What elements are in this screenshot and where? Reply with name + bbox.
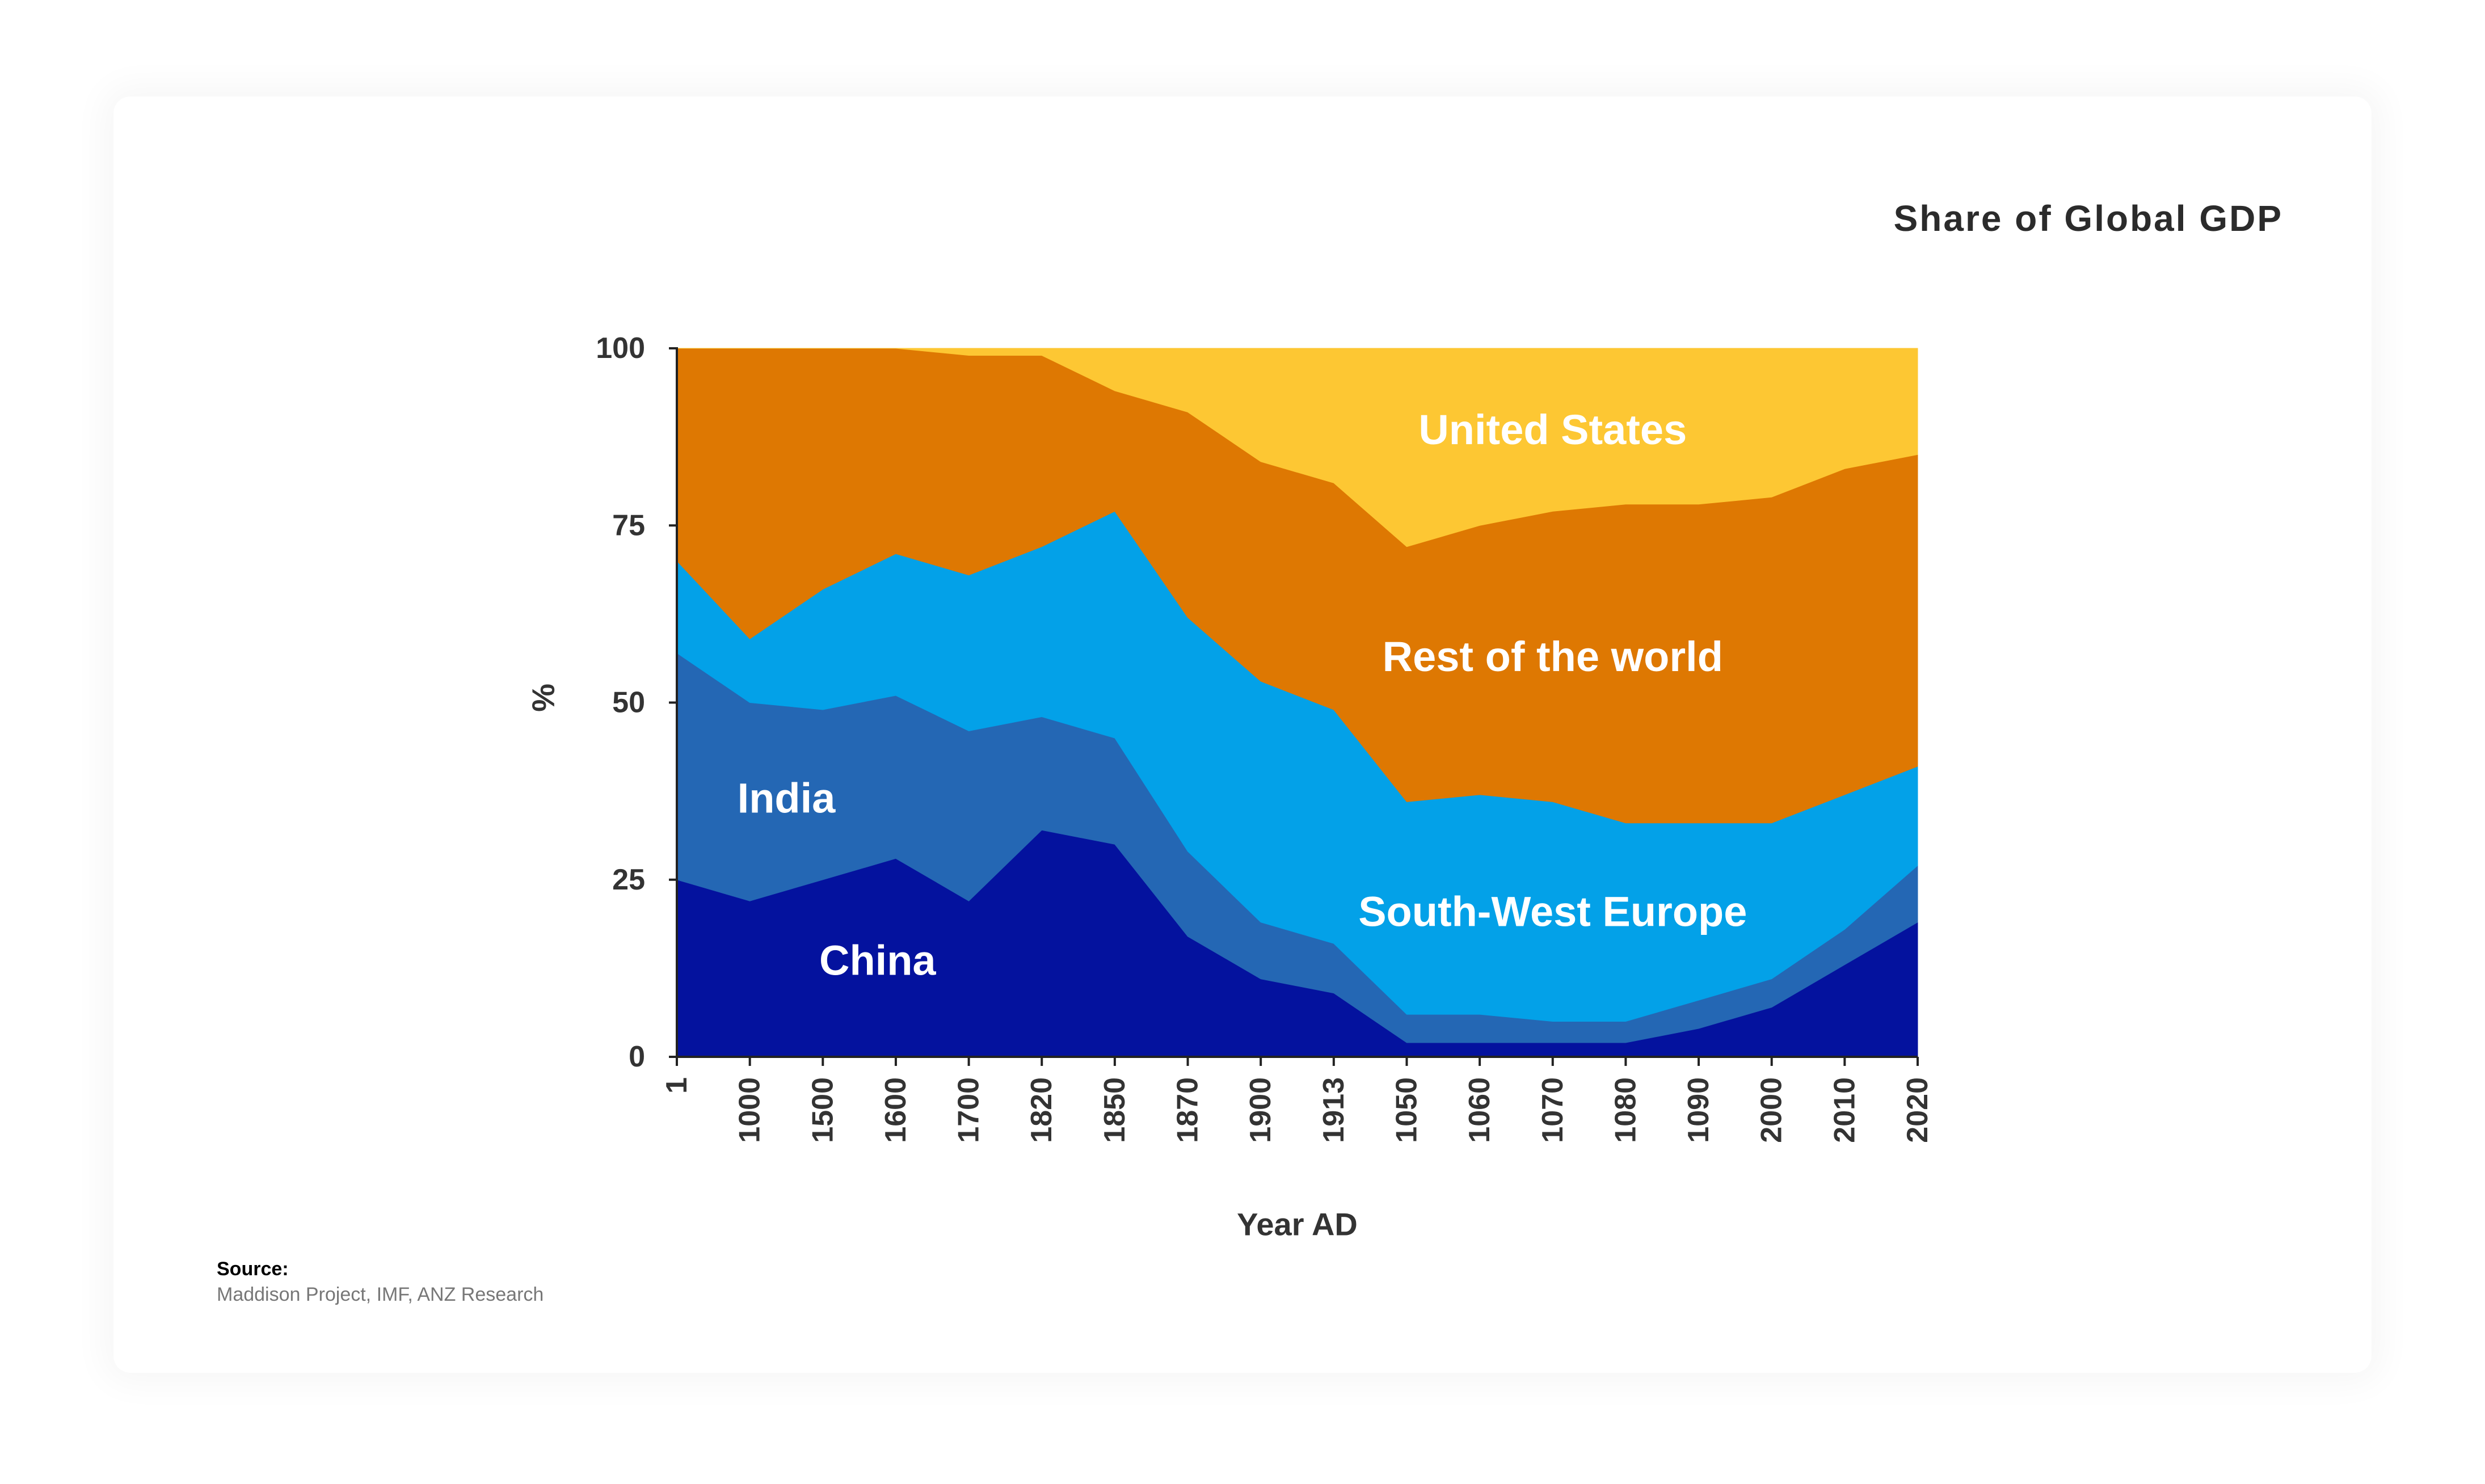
x-tick-label: 1000 (734, 1077, 766, 1143)
source-heading: Source: (217, 1258, 289, 1280)
x-tick-label: 1913 (1317, 1077, 1350, 1143)
area-united-states (677, 348, 1918, 547)
source-note: Source: Maddison Project, IMF, ANZ Resea… (217, 1258, 544, 1306)
y-axis-title: % (526, 684, 562, 712)
x-tick-label: 1080 (1609, 1077, 1642, 1143)
x-tick-label: 1090 (1682, 1077, 1715, 1143)
y-tick-label: 25 (612, 863, 645, 896)
x-tick-label: 1600 (879, 1077, 912, 1143)
x-tick-label: 1870 (1172, 1077, 1204, 1143)
x-tick-label: 1050 (1391, 1077, 1423, 1143)
series-label-rest-of-the-world: Rest of the world (1383, 633, 1723, 680)
source-text: Maddison Project, IMF, ANZ Research (217, 1284, 544, 1305)
chart-title: Share of Global GDP (1893, 198, 2283, 239)
x-tick-label: 1820 (1025, 1077, 1058, 1143)
x-tick-label: 1500 (806, 1077, 839, 1143)
x-axis-title: Year AD (1237, 1207, 1358, 1242)
y-tick-label: 75 (612, 509, 645, 542)
x-tick-label: 1060 (1463, 1077, 1496, 1143)
series-label-india: India (738, 775, 836, 822)
x-tick-label: 2010 (1828, 1077, 1861, 1143)
x-tick-label: 1070 (1536, 1077, 1569, 1143)
x-tick-label: 1700 (953, 1077, 985, 1143)
y-tick-label: 50 (612, 686, 645, 719)
series-label-united-states: United States (1418, 406, 1687, 453)
y-tick-label: 100 (596, 332, 645, 365)
series-label-south-west-europe: South-West Europe (1358, 888, 1747, 935)
series-label-china: China (819, 937, 936, 984)
x-tick-label: 2020 (1901, 1077, 1934, 1143)
x-tick-label: 2000 (1755, 1077, 1788, 1143)
x-tick-label: 1900 (1244, 1077, 1277, 1143)
x-tick-label: 1850 (1098, 1077, 1131, 1143)
x-tick-label: 1 (660, 1077, 693, 1094)
y-tick-label: 0 (629, 1040, 645, 1073)
